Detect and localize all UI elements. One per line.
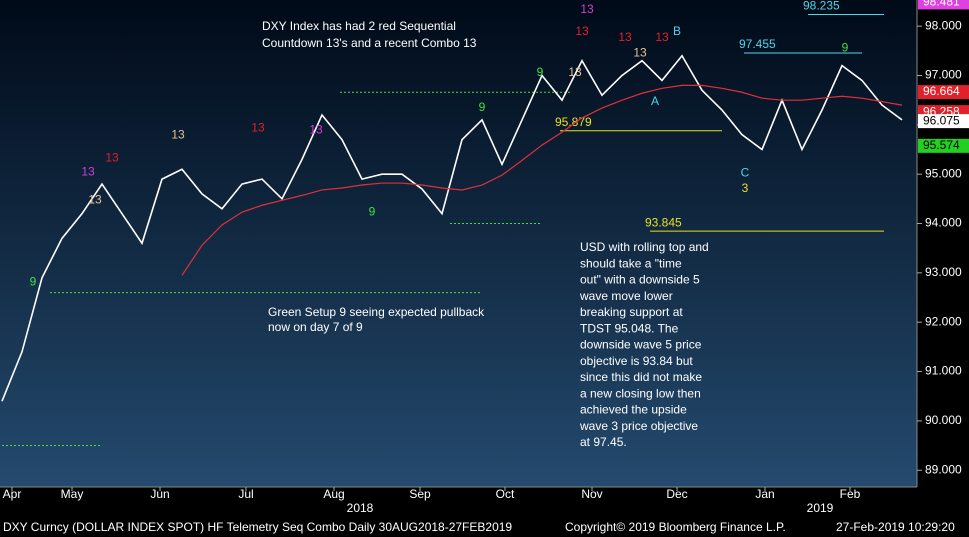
count-label: 9 [30,274,37,288]
count-label: 13 [580,2,594,16]
y-tick-label: 93.000 [925,265,962,279]
level-label: 95.879 [555,115,592,129]
y-tick-label: 94.000 [925,216,962,230]
x-tick-label: Feb [840,487,861,501]
count-label: 3 [742,181,749,195]
y-tick-label: 95.000 [925,166,962,180]
count-label: 13 [171,127,185,141]
count-label: C [741,165,750,179]
count-label: 9 [842,41,849,55]
x-tick-label: Apr [3,487,22,501]
price-tag [918,114,969,129]
price-tag-label: 96.075 [923,113,960,127]
moving-average [181,84,903,276]
x-tick-label: Jul [238,487,253,501]
y-tick-label: 90.000 [925,413,962,427]
annotation: USD with rolling top and [580,240,709,254]
annotation: at 97.45. [580,435,627,449]
year-label: 2018 [347,501,374,515]
annotation: wave move lower [579,289,673,303]
footer-title: DXY Curncy (DOLLAR INDEX SPOT) HF Teleme… [3,520,512,534]
annotation: a new closing low then [580,386,701,400]
level-label: 98.235 [803,0,840,13]
timestamp: 27-Feb-2019 10:29:20 [836,520,955,534]
count-label: 13 [251,120,265,134]
count-label: 13 [655,30,669,44]
price-tag [918,85,969,100]
count-label: 13 [633,45,647,59]
annotation: objective is 93.84 but [580,354,693,368]
price-tag-label: 98.481 [923,0,960,9]
x-tick-label: May [61,487,84,501]
price-tag [918,138,969,153]
x-tick-label: Dec [666,487,687,501]
x-tick-label: Jan [755,487,774,501]
copyright: Copyright© 2019 Bloomberg Finance L.P. [565,520,786,534]
count-label: 9 [537,65,544,79]
annotation: downside wave 5 price [580,338,702,352]
level-label: 93.845 [645,215,682,229]
level-label: 97.455 [739,37,776,51]
price-line [1,54,903,402]
annotation: TDST 95.048. The [580,321,679,335]
annotation: Countdown 13's and a recent Combo 13 [262,36,477,50]
count-label: 9 [369,204,376,218]
x-tick-label: Nov [581,487,602,501]
annotation: Green Setup 9 seeing expected pullback [268,305,485,319]
y-tick-label: 89.000 [925,462,962,476]
price-tag-label: 95.574 [923,138,960,152]
count-label: 13 [105,151,119,165]
plot-background [0,0,917,487]
count-label: 13 [575,24,589,38]
x-tick-label: Sep [409,487,431,501]
count-label: 13 [309,122,323,136]
count-label: 13 [568,65,582,79]
annotation: out" with a downside 5 [580,273,700,287]
count-label: 13 [618,30,632,44]
count-label: 13 [88,192,102,206]
annotation: should take a "time [580,256,682,270]
annotation: now on day 7 of 9 [268,320,363,334]
price-tag [918,0,969,10]
year-label: 2019 [807,501,834,515]
x-tick-label: Jun [150,487,169,501]
y-tick-label: 98.000 [925,18,962,32]
count-label: B [673,24,681,38]
count-label: 13 [81,164,95,178]
x-tick-label: Oct [496,487,515,501]
annotation: achieved the upside [580,403,687,417]
y-tick-label: 91.000 [925,364,962,378]
count-label: 9 [479,100,486,114]
annotation: DXY Index has had 2 red Sequential [262,19,456,33]
price-tag-label: 96.664 [923,84,960,98]
annotation: breaking support at [580,305,683,319]
annotation: wave 3 price objective [579,419,698,433]
x-tick-label: Aug [323,487,344,501]
y-tick-label: 92.000 [925,314,962,328]
count-label: A [651,94,659,108]
annotation: since this did not make [580,370,702,384]
y-tick-label: 97.000 [925,68,962,82]
